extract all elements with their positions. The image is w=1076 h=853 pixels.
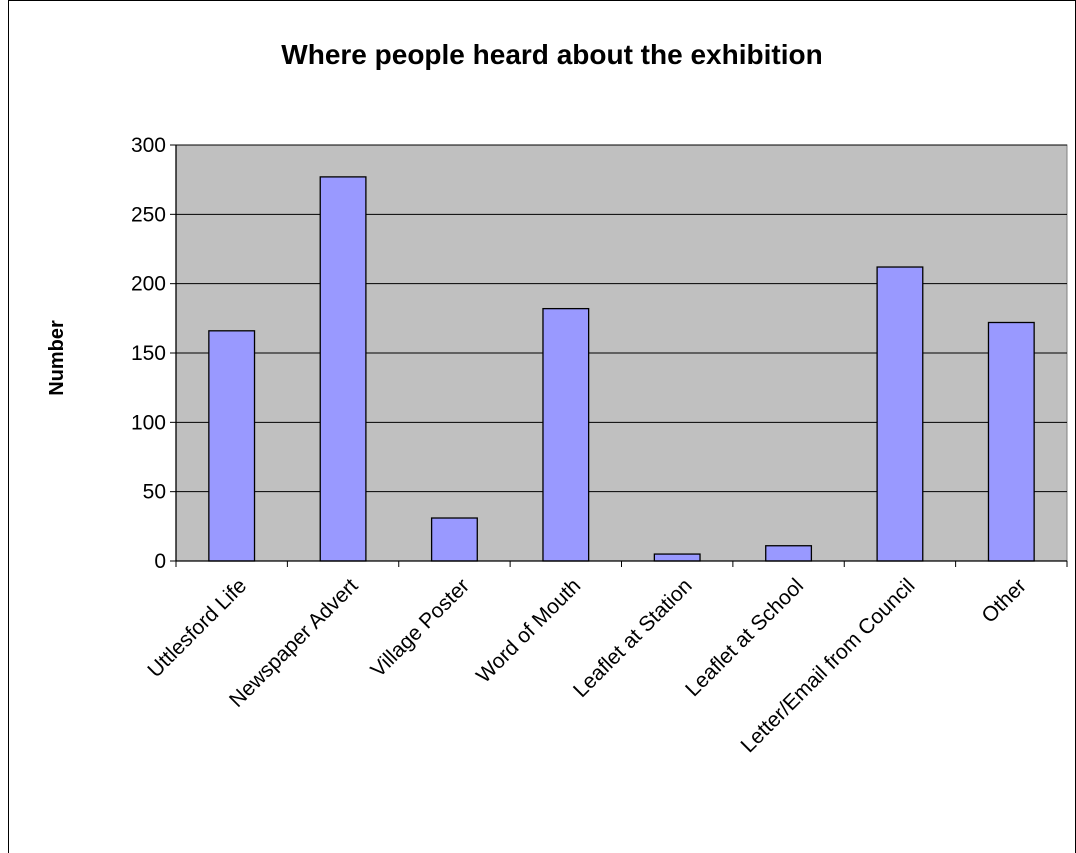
y-tick-label: 200 <box>131 273 166 296</box>
bar <box>765 545 813 562</box>
bar <box>319 176 367 562</box>
y-tick-label: 50 <box>143 481 166 504</box>
bar <box>542 307 590 562</box>
y-tick-label: 250 <box>131 203 166 226</box>
bar <box>987 321 1035 562</box>
y-tick-label: 0 <box>154 550 166 573</box>
bar <box>653 553 701 562</box>
x-tick-label: Other <box>977 574 1030 627</box>
y-axis-label: Number <box>46 320 68 396</box>
chart-title: Where people heard about the exhibition <box>281 39 822 70</box>
x-tick-label: Leaflet at Station <box>569 574 697 702</box>
y-tick-labels: 0 50 100 150 200 250 300 <box>131 134 166 573</box>
bar <box>876 266 924 562</box>
axes <box>170 144 1068 567</box>
x-tick-label: Village Poster <box>366 574 474 682</box>
x-tick-label: Word of Mouth <box>472 574 585 687</box>
y-tick-label: 100 <box>131 411 166 434</box>
y-tick-label: 300 <box>131 134 166 157</box>
y-tick-label: 150 <box>131 342 166 365</box>
x-tick-label: Leaflet at School <box>681 574 808 701</box>
bar <box>430 517 478 562</box>
x-tick-label: Uttlesford Life <box>143 574 251 682</box>
bar <box>208 330 256 562</box>
